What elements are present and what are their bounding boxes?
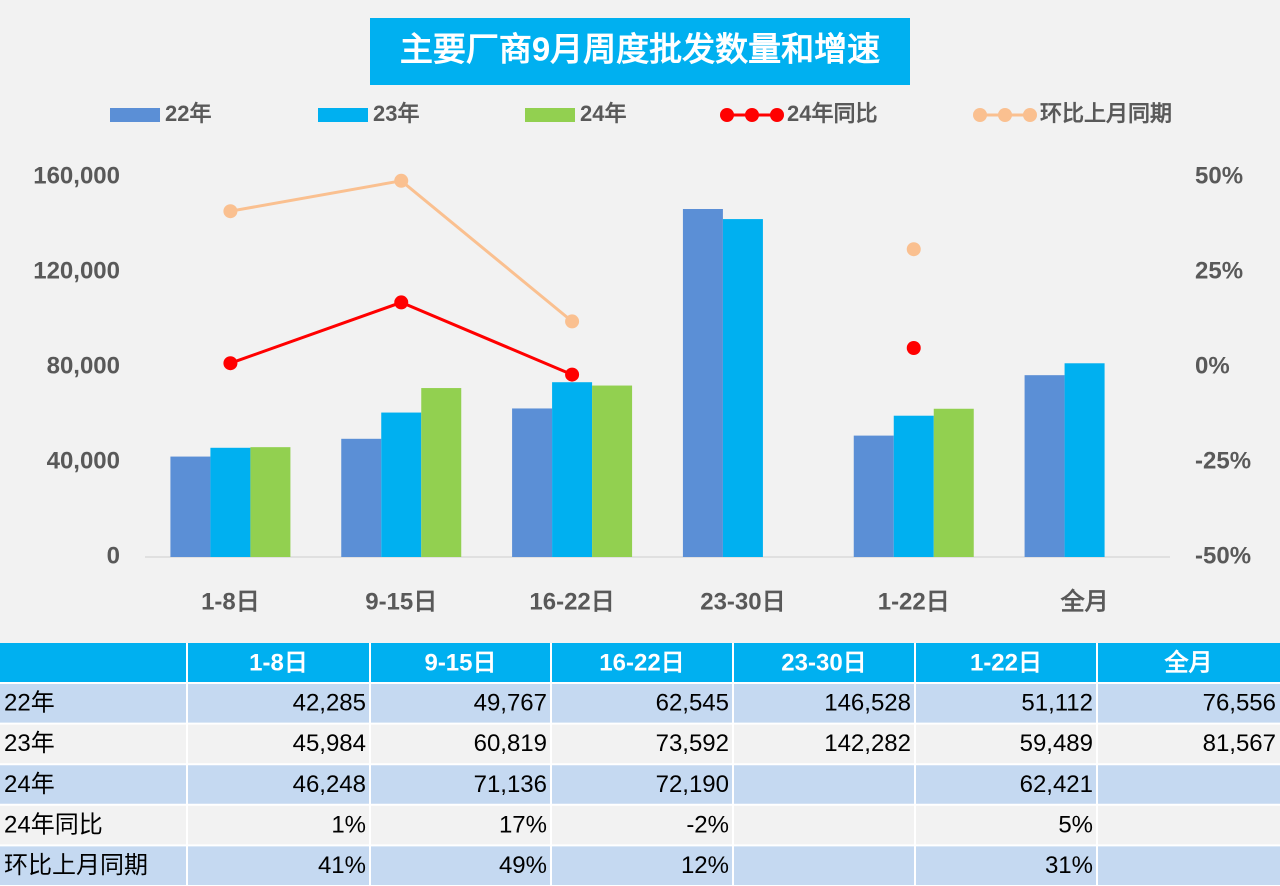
y-tick-label: 0 <box>107 542 120 569</box>
table-cell: 81,567 <box>1203 730 1276 757</box>
bar <box>341 438 382 557</box>
y-tick-label: 80,000 <box>47 352 120 379</box>
bar <box>421 388 462 557</box>
legend-marker <box>720 108 734 122</box>
legend-marker <box>1023 108 1037 122</box>
table-row-label: 22年 <box>4 690 55 717</box>
table-cell: 51,112 <box>1021 690 1093 717</box>
table-header: 16-22日 <box>599 649 684 676</box>
table-cell: 62,421 <box>1020 771 1093 798</box>
table-row-bg <box>0 764 1280 805</box>
table-row-label: 23年 <box>4 730 55 757</box>
table-cell: 49,767 <box>474 690 547 717</box>
x-tick-label: 1-22日 <box>878 588 950 615</box>
legend-marker <box>998 108 1012 122</box>
table-row-bg <box>0 683 1280 724</box>
legend-label: 24年 <box>580 101 626 126</box>
x-tick-label: 16-22日 <box>529 588 614 615</box>
legend-label: 24年同比 <box>787 101 877 126</box>
y-tick-label: 160,000 <box>33 162 120 189</box>
table-cell: 72,190 <box>656 771 729 798</box>
table-cell: 49% <box>499 852 547 879</box>
bar <box>552 382 593 557</box>
line-point <box>394 173 409 188</box>
bar <box>170 456 211 557</box>
line-point <box>223 204 238 219</box>
bar <box>893 415 934 557</box>
legend-label: 环比上月同期 <box>1040 101 1172 126</box>
table-cell: 73,592 <box>656 730 729 757</box>
table-header: 1-8日 <box>249 649 308 676</box>
table-cell: 146,528 <box>824 690 911 717</box>
bar <box>722 219 763 557</box>
bar <box>933 408 974 557</box>
line-point <box>394 295 409 310</box>
legend-marker <box>973 108 987 122</box>
table-cell: 17% <box>499 811 547 838</box>
bar <box>381 412 422 557</box>
table-cell: 5% <box>1058 811 1093 838</box>
y2-tick-label: 25% <box>1195 257 1243 284</box>
x-tick-label: 23-30日 <box>700 588 785 615</box>
table-row-label: 24年 <box>4 771 55 798</box>
bar <box>250 447 291 557</box>
table-cell: 41% <box>318 852 366 879</box>
legend-swatch <box>318 108 368 122</box>
x-tick-label: 1-8日 <box>201 588 260 615</box>
legend-label: 22年 <box>165 101 211 126</box>
bar <box>682 208 723 557</box>
line-point <box>906 341 921 355</box>
table-header-bg <box>0 643 1280 683</box>
chart-title: 主要厂商9月周度批发数量和增速 <box>400 31 880 68</box>
line-point <box>223 356 238 371</box>
y2-tick-label: -50% <box>1195 542 1251 569</box>
table-cell: 76,556 <box>1203 690 1276 717</box>
table-cell: -2% <box>686 811 729 838</box>
table-cell: 71,136 <box>474 771 547 798</box>
legend-swatch <box>110 108 160 122</box>
bar <box>512 408 553 557</box>
table-cell: 62,545 <box>656 690 729 717</box>
table-cell: 45,984 <box>293 730 366 757</box>
table-cell: 46,248 <box>293 771 366 798</box>
x-tick-label: 全月 <box>1060 587 1109 615</box>
table-row-label: 24年同比 <box>4 811 103 838</box>
table-header: 23-30日 <box>781 649 866 676</box>
table-cell: 12% <box>681 852 729 879</box>
table-cell: 31% <box>1045 852 1093 879</box>
table-cell: 59,489 <box>1020 730 1093 757</box>
y2-tick-label: 50% <box>1195 162 1243 189</box>
bar <box>210 447 251 557</box>
table-cell: 1% <box>331 811 366 838</box>
table-cell: 60,819 <box>474 730 547 757</box>
table-row-bg <box>0 845 1280 886</box>
y-tick-label: 40,000 <box>47 447 120 474</box>
table-row-bg <box>0 804 1280 846</box>
table-header: 1-22日 <box>970 649 1042 676</box>
legend-swatch <box>525 108 575 122</box>
legend-marker <box>770 108 784 122</box>
table-cell: 142,282 <box>824 730 911 757</box>
bar <box>1064 363 1105 557</box>
table-row-label: 环比上月同期 <box>4 852 148 879</box>
line-point <box>906 242 921 257</box>
x-tick-label: 9-15日 <box>365 588 437 615</box>
y2-tick-label: -25% <box>1195 447 1251 474</box>
line-point <box>565 367 580 382</box>
y-tick-label: 120,000 <box>33 257 120 284</box>
table-header: 全月 <box>1164 648 1213 676</box>
y2-tick-label: 0% <box>1195 352 1230 379</box>
table-header: 9-15日 <box>424 649 496 676</box>
table-cell: 42,285 <box>293 690 366 717</box>
line-point <box>565 314 580 329</box>
legend-marker <box>745 108 759 122</box>
title-box <box>370 18 910 85</box>
table-row-bg <box>0 723 1280 765</box>
bar <box>853 435 894 557</box>
bar <box>592 385 633 557</box>
legend-label: 23年 <box>373 101 419 126</box>
bar <box>1024 375 1065 557</box>
